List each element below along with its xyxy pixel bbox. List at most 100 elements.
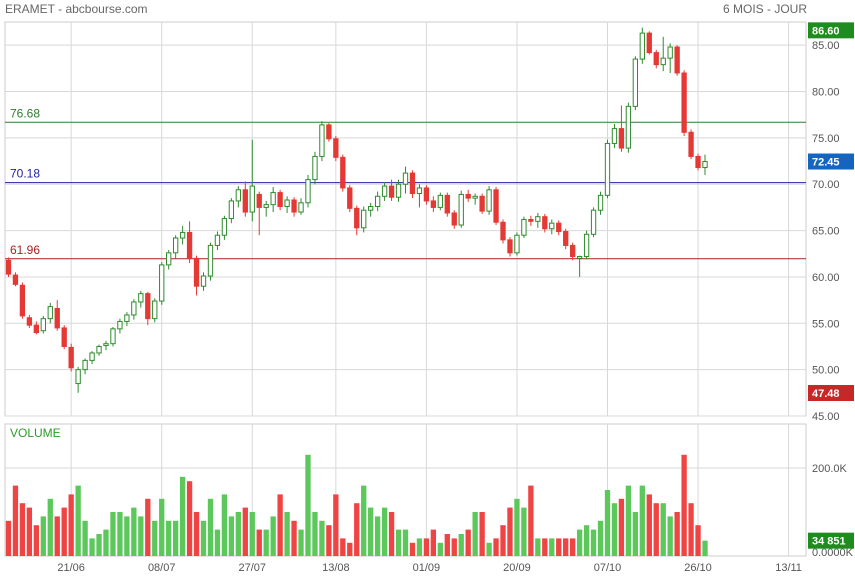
level-label: 76.68 <box>10 106 40 120</box>
candle-body <box>521 218 527 236</box>
x-tick-label: 27/07 <box>238 562 266 574</box>
volume-bar <box>556 538 562 556</box>
candle-body <box>695 155 701 169</box>
x-tick-label: 26/10 <box>684 562 712 574</box>
candle-body <box>361 209 367 229</box>
price-tag-text: 72.45 <box>812 157 840 169</box>
volume-tag <box>808 532 854 549</box>
volume-bar <box>618 498 625 556</box>
volume-bar <box>347 542 353 556</box>
candle-body <box>535 216 541 222</box>
candle-body <box>444 194 450 214</box>
volume-bar <box>333 494 339 556</box>
volume-bar <box>521 507 527 556</box>
chart-title: ERAMET - abcbourse.com <box>5 2 148 16</box>
x-tick-label: 08/07 <box>148 562 176 574</box>
volume-bar <box>437 542 443 556</box>
candle-body <box>326 124 332 140</box>
volume-bar <box>653 503 659 556</box>
candle-body <box>145 293 151 320</box>
volume-bar <box>117 512 123 556</box>
volume-bar <box>19 503 26 556</box>
volume-bar <box>563 538 569 556</box>
volume-bar <box>354 503 360 556</box>
price-tick-label: 75.00 <box>812 133 840 145</box>
candle-body <box>54 307 60 329</box>
volume-bar <box>172 520 179 556</box>
candle-body <box>702 161 708 169</box>
candle-body <box>632 58 639 107</box>
volume-bar <box>660 503 666 556</box>
candle-body <box>193 257 200 287</box>
candle-body <box>416 187 423 195</box>
volume-bar <box>632 512 639 556</box>
volume-bar <box>604 490 611 556</box>
volume-bar <box>688 503 694 556</box>
volume-bar <box>12 485 19 556</box>
volume-bar <box>639 485 645 556</box>
price-tick-label: 85.00 <box>812 40 840 52</box>
volume-bar <box>493 538 499 556</box>
volume-bar <box>361 485 367 556</box>
price-tag-text: 86.60 <box>812 25 840 37</box>
candle-body <box>500 221 506 241</box>
volume-bar <box>54 516 60 556</box>
volume-bar <box>68 494 74 556</box>
x-tick-label: 01/09 <box>413 562 441 574</box>
volume-tick-label: 200.0K <box>812 463 848 475</box>
candle-body <box>40 318 46 332</box>
price-tick-label: 55.00 <box>812 318 840 330</box>
volume-bar <box>138 516 144 556</box>
candle-body <box>124 314 130 322</box>
price-tick-label: 45.00 <box>812 411 840 423</box>
volume-bar <box>500 525 506 556</box>
candle-body <box>597 194 604 211</box>
x-tick-label: 20/09 <box>503 562 531 574</box>
candle-body <box>514 234 520 254</box>
volume-bar <box>186 481 193 556</box>
volume-bar <box>507 507 513 556</box>
candle-body <box>298 202 304 213</box>
candle-body <box>646 32 652 54</box>
volume-bar <box>590 529 597 556</box>
volume-title: VOLUME <box>10 426 61 440</box>
candle-body <box>570 244 576 258</box>
price-tag-text: 47.48 <box>812 388 840 400</box>
volume-bar <box>152 520 158 556</box>
period-label[interactable]: 6 MOIS - JOUR <box>722 2 807 16</box>
candle-body <box>388 185 395 198</box>
volume-bar <box>542 538 548 556</box>
candle-body <box>347 187 353 209</box>
price-tick-label: 65.00 <box>812 226 840 238</box>
candle-body <box>82 359 88 371</box>
volume-bar <box>228 516 235 556</box>
volume-bar <box>159 498 165 556</box>
volume-bar <box>674 512 680 556</box>
volume-bar <box>374 516 381 556</box>
volume-bar <box>270 516 276 556</box>
volume-bar <box>444 534 450 556</box>
candle-body <box>186 231 193 259</box>
volume-bar <box>256 529 262 556</box>
price-tick-label: 50.00 <box>812 365 840 377</box>
volume-bar <box>179 476 186 556</box>
volume-bar <box>326 525 332 556</box>
candle-body <box>263 204 269 208</box>
volume-bar <box>75 485 81 556</box>
volume-bar <box>681 454 687 556</box>
candle-body <box>340 156 346 189</box>
volume-bar <box>416 538 423 556</box>
candle-body <box>68 346 74 369</box>
candle-body <box>33 324 40 334</box>
volume-bar <box>458 534 464 556</box>
candle-body <box>138 293 144 303</box>
volume-bar <box>61 507 67 556</box>
candle-body <box>214 234 221 246</box>
candle-body <box>681 72 687 133</box>
candle-body <box>493 189 499 223</box>
x-tick-label: 21/06 <box>57 562 85 574</box>
candle-body <box>472 195 478 199</box>
volume-bar <box>702 540 708 556</box>
volume-bar <box>131 507 137 556</box>
candle-body <box>152 300 158 320</box>
